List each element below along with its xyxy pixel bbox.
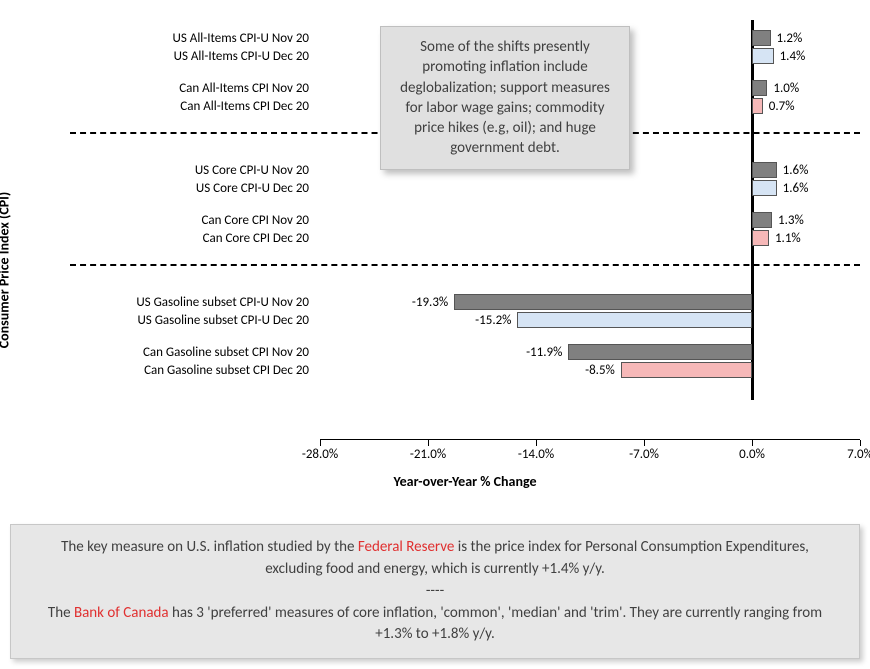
callout-box: Some of the shifts presently promoting i… <box>380 26 630 170</box>
x-tickmark <box>320 440 321 446</box>
value-label: 0.7% <box>769 98 795 116</box>
chart-area: Consumer Price Index (CPI) 1.2%1.4%1.0%0… <box>10 10 860 530</box>
row-label: US Gasoline subset CPI-U Nov 20 <box>70 294 315 312</box>
x-tick-label: -7.0% <box>629 447 659 462</box>
zero-axis-line <box>751 20 754 400</box>
x-axis-line <box>320 439 860 440</box>
x-tick-label: -21.0% <box>410 447 446 462</box>
bar <box>568 344 752 360</box>
x-tickmark <box>860 440 861 446</box>
x-tick-label: 7.0% <box>847 447 870 462</box>
row-label: Can Core CPI Dec 20 <box>70 230 315 248</box>
bar <box>752 212 772 228</box>
x-tick-label: -14.0% <box>518 447 554 462</box>
footnote-line2-red: Bank of Canada <box>74 604 169 622</box>
bar <box>752 30 771 46</box>
x-axis-title: Year-over-Year % Change <box>393 473 536 490</box>
row-label: Can All-Items CPI Dec 20 <box>70 98 315 116</box>
bar <box>752 230 769 246</box>
group-divider <box>70 264 860 266</box>
row-label: Can All-Items CPI Nov 20 <box>70 80 315 98</box>
bar <box>752 180 777 196</box>
x-tickmark <box>752 440 753 446</box>
value-label: 1.4% <box>780 48 806 66</box>
footnote-sep: ---- <box>426 582 444 600</box>
value-label: -15.2% <box>475 312 511 330</box>
value-label: 1.6% <box>783 180 809 198</box>
bar <box>454 294 752 310</box>
value-label: -8.5% <box>585 362 615 380</box>
bar <box>621 362 752 378</box>
value-label: 1.3% <box>778 212 804 230</box>
row-label: US Core CPI-U Dec 20 <box>70 180 315 198</box>
row-label: US Core CPI-U Nov 20 <box>70 162 315 180</box>
footnote-line1-pre: The key measure on U.S. inflation studie… <box>61 538 358 556</box>
bar <box>752 80 767 96</box>
footnote-line2-post: has 3 'preferred' measures of core infla… <box>169 604 823 644</box>
footnote-line1-red: Federal Reserve <box>358 538 455 556</box>
row-label: US All-Items CPI-U Nov 20 <box>70 30 315 48</box>
row-label: US All-Items CPI-U Dec 20 <box>70 48 315 66</box>
x-tickmark <box>644 440 645 446</box>
value-label: 1.6% <box>783 162 809 180</box>
row-label: Can Core CPI Nov 20 <box>70 212 315 230</box>
callout-text: Some of the shifts presently promoting i… <box>400 38 610 157</box>
x-tickmark <box>428 440 429 446</box>
value-label: 1.0% <box>773 80 799 98</box>
row-label: Can Gasoline subset CPI Dec 20 <box>70 362 315 380</box>
y-axis-title: Consumer Price Index (CPI) <box>0 192 13 349</box>
x-tick-label: 0.0% <box>739 447 765 462</box>
footnote-line2-pre: The <box>48 604 74 622</box>
row-label: Can Gasoline subset CPI Nov 20 <box>70 344 315 362</box>
bar <box>752 48 774 64</box>
value-label: 1.1% <box>775 230 801 248</box>
x-tick-label: -28.0% <box>302 447 338 462</box>
bar <box>752 98 763 114</box>
value-label: 1.2% <box>777 30 803 48</box>
bar <box>752 162 777 178</box>
footnote-box: The key measure on U.S. inflation studie… <box>10 524 860 659</box>
value-label: -11.9% <box>526 344 562 362</box>
value-label: -19.3% <box>412 294 448 312</box>
row-label: US Gasoline subset CPI-U Dec 20 <box>70 312 315 330</box>
x-tickmark <box>536 440 537 446</box>
bar <box>517 312 752 328</box>
